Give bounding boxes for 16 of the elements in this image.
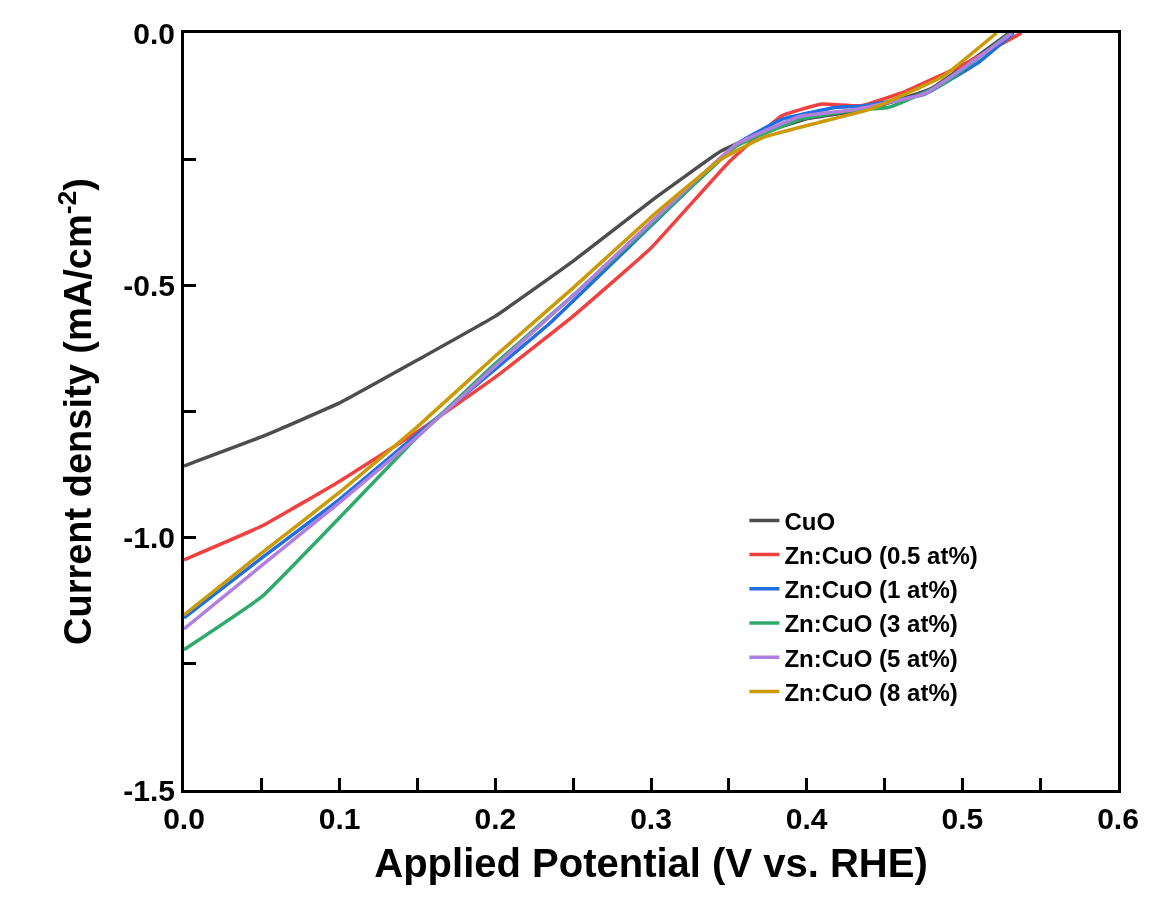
y-tick-label: -1.0 <box>123 521 175 555</box>
x-tick-label: 0.1 <box>318 802 361 835</box>
x-axis-title: Applied Potential (V vs. RHE) <box>374 840 928 885</box>
legend-label: Zn:CuO (1 at%) <box>784 576 958 604</box>
y-tick-label: -0.5 <box>123 268 175 302</box>
y-tick-label: 0.0 <box>133 16 175 50</box>
legend-label: Zn:CuO (8 at%) <box>784 678 958 706</box>
legend-label: Zn:CuO (5 at%) <box>784 644 958 672</box>
x-tick-label: 0.2 <box>474 802 517 835</box>
legend-label: Zn:CuO (3 at%) <box>784 610 958 638</box>
legend-label: Zn:CuO (0.5 at%) <box>784 541 978 569</box>
legend-label: CuO <box>784 507 836 535</box>
x-tick-label: 0.3 <box>630 802 672 835</box>
x-tick-label: 0.4 <box>785 802 828 835</box>
x-tick-label: 0.5 <box>941 802 984 835</box>
x-tick-label: 0.6 <box>1097 802 1139 835</box>
